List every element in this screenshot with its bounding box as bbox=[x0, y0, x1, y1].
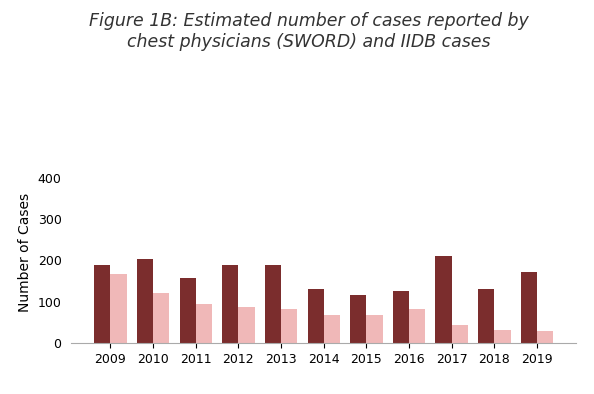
Bar bbox=[409, 309, 425, 343]
Bar bbox=[537, 331, 553, 343]
Text: Figure 1B: Estimated number of cases reported by
chest physicians (SWORD) and II: Figure 1B: Estimated number of cases rep… bbox=[89, 12, 529, 50]
Bar bbox=[435, 256, 451, 343]
Bar bbox=[521, 272, 537, 343]
Bar bbox=[179, 278, 196, 343]
Bar bbox=[94, 264, 110, 343]
Bar bbox=[350, 295, 366, 343]
Bar bbox=[222, 265, 238, 343]
Bar bbox=[110, 274, 127, 343]
Bar bbox=[265, 265, 281, 343]
Bar bbox=[393, 291, 409, 343]
Bar bbox=[494, 330, 511, 343]
Y-axis label: Number of Cases: Number of Cases bbox=[18, 193, 32, 312]
Bar bbox=[478, 289, 494, 343]
Bar bbox=[451, 325, 468, 343]
Bar bbox=[238, 307, 255, 343]
Bar bbox=[196, 305, 212, 343]
Bar bbox=[308, 289, 324, 343]
Bar bbox=[281, 309, 297, 343]
Bar bbox=[137, 259, 153, 343]
Bar bbox=[324, 315, 340, 343]
Bar bbox=[153, 292, 169, 343]
Bar bbox=[366, 315, 383, 343]
